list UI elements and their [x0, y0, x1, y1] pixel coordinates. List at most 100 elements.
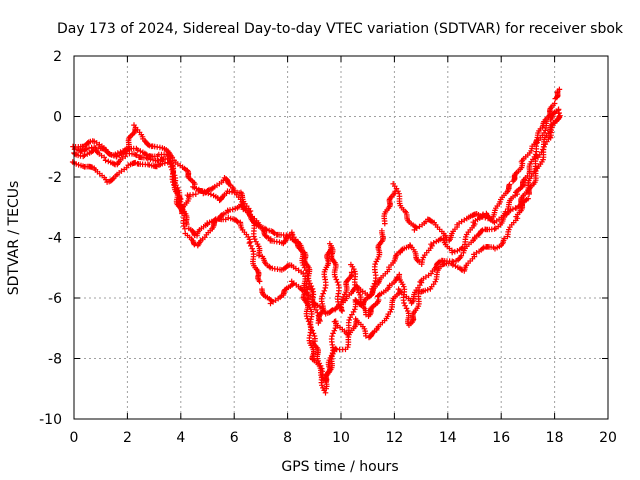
y-tick-label: 2 [53, 49, 62, 65]
data-point-marks [497, 181, 513, 205]
data-point-marks [482, 226, 498, 233]
data-point-marks [504, 215, 521, 240]
data-point-marks [417, 270, 434, 285]
data-point-marks [387, 289, 403, 315]
data-point-marks [146, 162, 160, 170]
data-point-marks [131, 122, 146, 142]
data-point-marks [322, 318, 339, 392]
x-tick-label: 20 [599, 430, 617, 446]
data-point-marks [374, 311, 392, 332]
data-point-marks [386, 274, 400, 289]
data-point-marks [288, 262, 306, 277]
data-point-marks [403, 210, 419, 231]
x-tick-label: 4 [176, 430, 185, 446]
data-point-marks [167, 153, 188, 232]
data-point-marks [92, 145, 107, 152]
data-point-marks [216, 190, 230, 204]
data-point-marks [113, 148, 129, 160]
data-point-marks [113, 164, 130, 179]
data-point-marks [390, 181, 408, 215]
data-point-marks [450, 262, 465, 273]
data-point-marks [246, 210, 263, 259]
data-point-marks [408, 279, 425, 306]
data-point-marks [184, 191, 199, 198]
data-point-marks [237, 219, 253, 245]
data-point-marks [418, 286, 434, 295]
data-point-marks [526, 165, 540, 197]
x-tick-label: 14 [439, 430, 457, 446]
y-axis-label: SDTVAR / TECUs [6, 181, 22, 296]
data-point-marks [316, 243, 334, 324]
data-point-marks [386, 251, 400, 270]
data-point-marks [203, 217, 219, 238]
series-track-d [71, 110, 563, 396]
data-point-marks [467, 211, 480, 220]
data-point-marks [259, 253, 273, 270]
data-point-marks [146, 153, 161, 160]
data-point-marks [352, 316, 369, 339]
data-point-marks [91, 165, 109, 183]
data-point-marks [552, 88, 561, 102]
data-point-marks [338, 269, 355, 313]
data-point-marks [81, 144, 97, 154]
data-point-marks [344, 285, 358, 300]
data-point-marks [221, 175, 236, 191]
x-tick-label: 6 [230, 430, 239, 446]
data-point-marks [531, 124, 546, 148]
data-point-marks [71, 146, 85, 155]
x-tick-label: 16 [492, 430, 510, 446]
x-tick-label: 2 [123, 430, 132, 446]
data-point-marks [182, 230, 198, 248]
data-point-marks [492, 235, 507, 252]
data-point-marks [381, 188, 398, 227]
x-axis-label: GPS time / hours [281, 459, 398, 475]
data-point-marks [407, 288, 423, 327]
data-point-marks [104, 175, 117, 185]
data-point-marks [149, 143, 168, 152]
y-tick-label: -4 [48, 231, 62, 247]
data-point-marks [156, 151, 172, 158]
y-tick-label: 0 [53, 110, 62, 126]
data-point-marks [505, 191, 520, 212]
chart-title: Day 173 of 2024, Sidereal Day-to-day VTE… [57, 21, 624, 37]
data-point-marks [365, 297, 382, 319]
data-point-marks [114, 153, 129, 168]
data-point-marks [489, 201, 502, 222]
data-point-marks [493, 214, 507, 232]
data-point-marks [136, 154, 150, 161]
data-point-marks [263, 227, 278, 237]
data-point-marks [259, 286, 275, 304]
data-point-marks [301, 273, 318, 344]
data-point-marks [513, 195, 531, 220]
data-point-marks [439, 260, 455, 268]
data-point-marks [280, 281, 296, 298]
x-tick-label: 8 [283, 430, 292, 446]
y-tick-label: -10 [39, 412, 62, 428]
data-point-marks [411, 218, 429, 233]
data-point-marks [246, 240, 263, 285]
x-tick-label: 0 [70, 430, 79, 446]
data-point-marks [547, 112, 563, 141]
tick-labels: 0 2 4 6 8 10 12 14 16 18 20 -10 -8 -6 -4 -2 0 2 [39, 49, 617, 446]
data-point-marks [273, 231, 290, 238]
data-point-marks [472, 227, 486, 241]
data-point-marks [518, 143, 535, 165]
data-point-marks [190, 184, 205, 194]
y-tick-label: -8 [48, 352, 62, 368]
data-point-marks [125, 159, 139, 168]
y-tick-label: -6 [48, 291, 62, 307]
data-point-marks [134, 160, 151, 168]
data-point-marks [450, 252, 465, 265]
data-point-marks [156, 159, 171, 168]
data-point-marks [462, 221, 478, 248]
data-point-marks [396, 271, 412, 328]
data-point-marks [483, 244, 497, 251]
data-point-marks [267, 293, 285, 307]
data-point-marks [83, 163, 95, 171]
y-tick-label: -2 [48, 170, 62, 186]
data-point-marks [195, 234, 208, 249]
x-tick-label: 10 [332, 430, 350, 446]
data-point-marks [124, 145, 140, 153]
data-point-marks [267, 264, 285, 273]
